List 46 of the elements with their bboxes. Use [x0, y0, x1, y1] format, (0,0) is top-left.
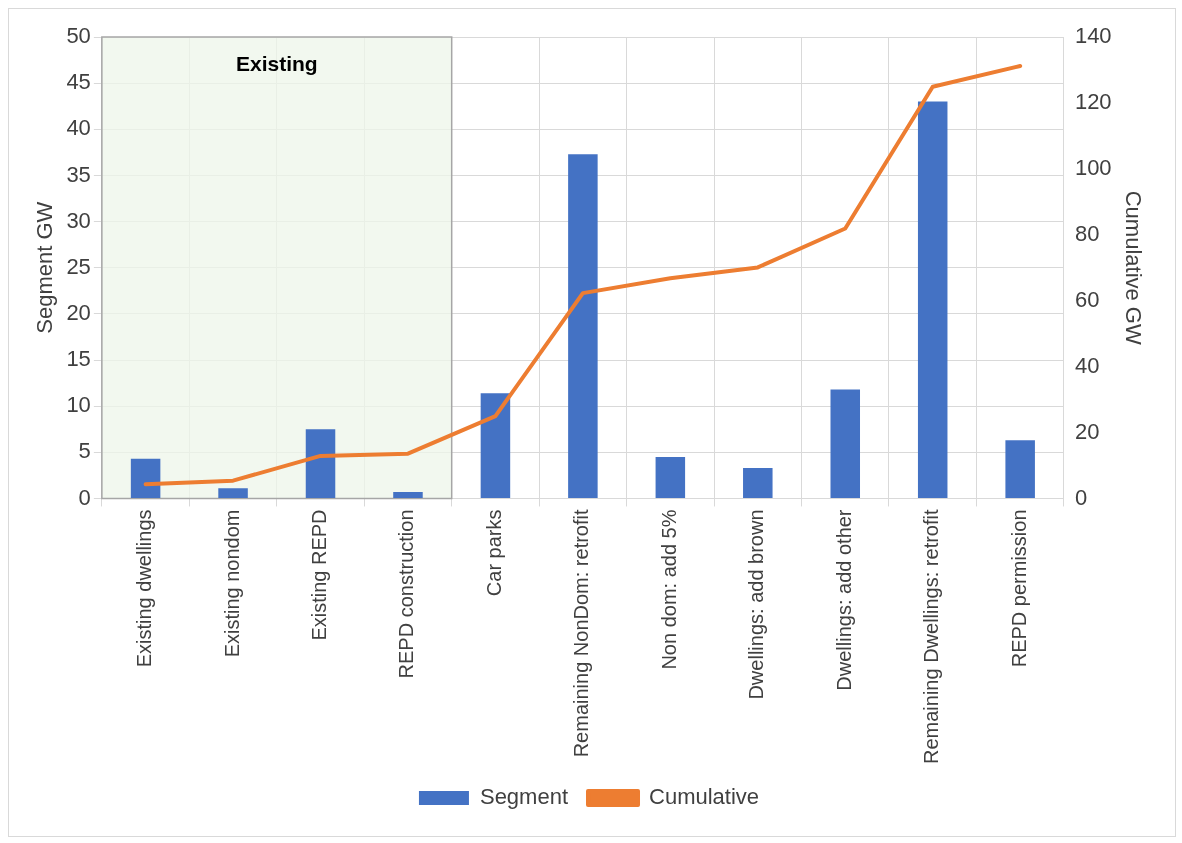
y-tick-label: 5	[78, 438, 91, 464]
y-tick-label: 40	[66, 115, 91, 141]
y-tick-label: 30	[66, 207, 91, 233]
bar	[743, 468, 773, 498]
legend-label: Segment	[479, 784, 569, 810]
bar	[218, 488, 248, 498]
legend-label: Cumulative	[649, 784, 760, 810]
bar	[830, 389, 861, 498]
bar	[917, 101, 948, 498]
x-tick-label: Car parks	[482, 509, 505, 597]
y2-tick-label: 60	[1074, 286, 1100, 312]
y-tick-label: 25	[66, 253, 91, 279]
x-tick-label: Remaining Dwellings: retrofit	[920, 509, 943, 765]
y-tick-label: 50	[66, 23, 91, 49]
y-tick-label: 35	[66, 161, 91, 187]
y-tick-label: 15	[66, 346, 91, 372]
x-tick-label: Dwellings: add other	[832, 509, 855, 691]
x-tick-label: Remaining NonDom: retrofit	[570, 509, 593, 758]
y2-tick-label: 80	[1074, 220, 1100, 246]
y2-tick-label: 0	[1074, 484, 1088, 510]
bar	[480, 393, 511, 498]
y-tick-label: 0	[78, 484, 91, 510]
y2-axis-title: Cumulative GW	[1120, 190, 1146, 345]
x-tick-label: Non dom: add 5%	[657, 509, 680, 670]
y2-tick-label: 100	[1074, 154, 1112, 180]
y2-tick-label: 20	[1074, 418, 1100, 444]
y-axis-title: Segment GW	[32, 201, 58, 334]
x-tick-label: REPD construction	[395, 509, 418, 679]
band-label: Existing	[235, 52, 318, 76]
y-tick-label: 10	[66, 392, 91, 418]
bar	[393, 492, 423, 498]
y2-tick-label: 40	[1074, 352, 1100, 378]
x-tick-label: Existing nondom	[220, 509, 243, 658]
bar	[1005, 440, 1035, 498]
y-tick-label: 20	[66, 299, 91, 325]
x-tick-label: Existing REPD	[308, 509, 331, 641]
x-tick-label: REPD permission	[1007, 509, 1030, 668]
y-tick-label: 45	[66, 69, 91, 95]
bar	[130, 458, 161, 498]
x-tick-label: Existing dwellings	[133, 509, 156, 668]
bar	[655, 456, 686, 498]
bar	[568, 154, 598, 498]
x-tick-label: Dwellings: add brown	[745, 509, 768, 700]
y2-tick-label: 140	[1074, 23, 1112, 49]
bar	[305, 429, 336, 498]
y2-tick-label: 120	[1074, 88, 1112, 114]
